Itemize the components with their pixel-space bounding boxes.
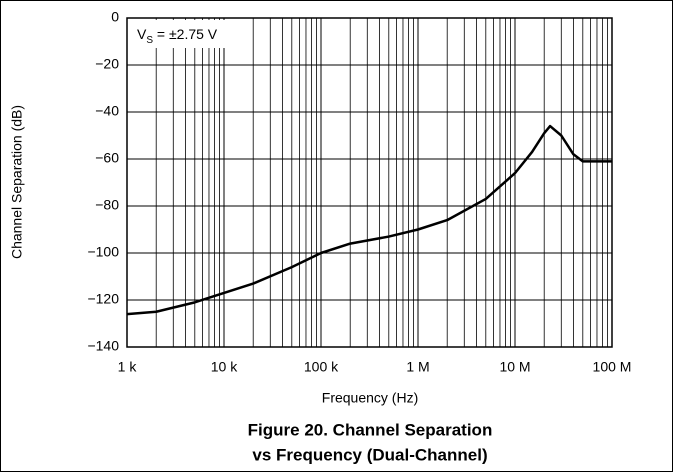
x-tick-label: 100 k bbox=[304, 359, 339, 375]
y-tick-label: −140 bbox=[87, 338, 119, 354]
y-tick-label: 0 bbox=[111, 9, 119, 25]
caption-line: Figure 20. Channel Separation bbox=[248, 420, 493, 439]
grid bbox=[126, 17, 613, 348]
annotation-main: V bbox=[137, 26, 147, 42]
annotation-box bbox=[129, 20, 251, 48]
y-tick-label: −100 bbox=[87, 244, 119, 260]
x-tick-label: 1 k bbox=[118, 359, 138, 375]
x-tick-label: 10 k bbox=[211, 359, 238, 375]
y-tick-label: −120 bbox=[87, 291, 119, 307]
series-line bbox=[126, 124, 612, 316]
y-tick-label: −20 bbox=[95, 56, 119, 72]
y-axis-label: Channel Separation (dB) bbox=[9, 105, 25, 259]
y-tick-label: −60 bbox=[95, 150, 119, 166]
y-tick-label: −40 bbox=[95, 103, 119, 119]
plot bbox=[126, 124, 612, 316]
x-tick-label: 100 M bbox=[593, 359, 632, 375]
plot-frame bbox=[126, 17, 613, 348]
annotation-subscript: S bbox=[146, 35, 153, 46]
y-tick-label: −80 bbox=[95, 197, 119, 213]
x-axis-label: Frequency (Hz) bbox=[322, 390, 418, 406]
caption-line: vs Frequency (Dual-Channel) bbox=[252, 445, 487, 464]
x-tick-label: 1 M bbox=[406, 359, 429, 375]
x-tick-label: 10 M bbox=[499, 359, 530, 375]
annotation-rest: = ±2.75 V bbox=[153, 26, 218, 42]
annotation: VS = ±2.75 V bbox=[137, 26, 218, 46]
